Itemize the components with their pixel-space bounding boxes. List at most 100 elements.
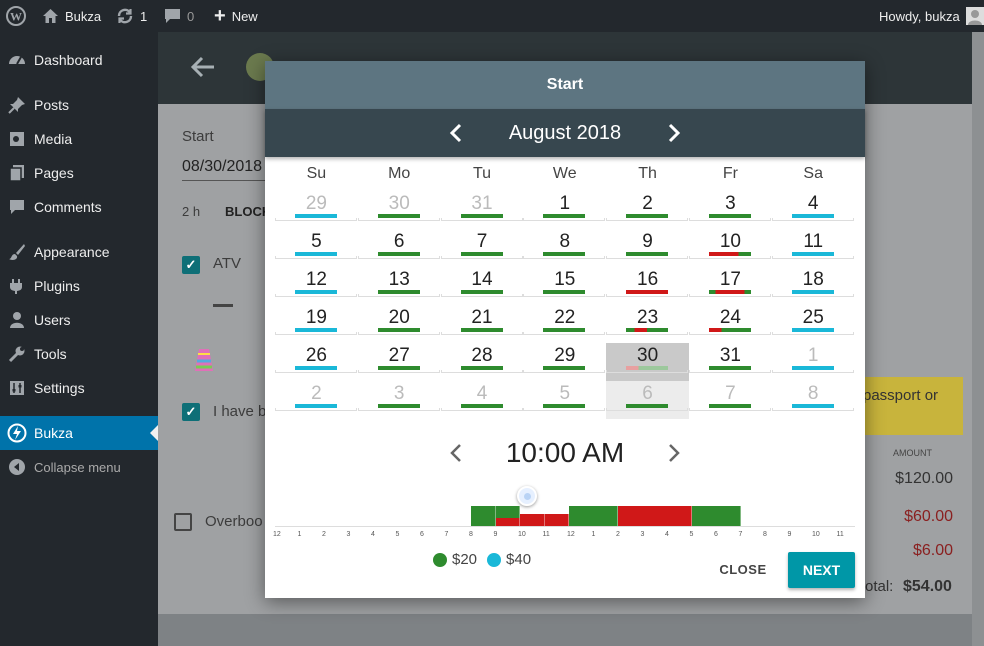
- calendar-day[interactable]: 3: [357, 381, 441, 419]
- calendar-day[interactable]: 22: [523, 305, 606, 343]
- day-track: [689, 332, 771, 335]
- time-next-icon[interactable]: [661, 441, 685, 465]
- time-prev-icon[interactable]: [445, 441, 469, 465]
- calendar-day[interactable]: 29: [275, 191, 358, 229]
- calendar-day[interactable]: 14: [440, 267, 524, 305]
- calendar-day[interactable]: 1: [771, 343, 855, 381]
- calendar-day[interactable]: 2: [275, 381, 358, 419]
- timeline-segment[interactable]: [495, 518, 520, 526]
- availability-bar: [377, 366, 420, 370]
- menu-item-media[interactable]: Media: [0, 122, 158, 156]
- calendar-day[interactable]: 5: [275, 229, 358, 267]
- calendar-day[interactable]: 31: [440, 191, 524, 229]
- calendar-day[interactable]: 31: [689, 343, 772, 381]
- site-name-link[interactable]: Bukza: [42, 0, 101, 32]
- chevron-right-icon[interactable]: [661, 121, 685, 145]
- timeline-segment[interactable]: [569, 506, 618, 526]
- calendar-day[interactable]: 30: [606, 343, 689, 381]
- calendar-day[interactable]: 7: [689, 381, 772, 419]
- time-handle[interactable]: [517, 486, 537, 506]
- menu-item-posts[interactable]: Posts: [0, 88, 158, 122]
- menu-item-settings[interactable]: Settings: [0, 371, 158, 405]
- menu-item-comments[interactable]: Comments: [0, 190, 158, 224]
- menu-label: Appearance: [34, 244, 110, 260]
- availability-timeline[interactable]: 12 1 2 3 4 5 6 7 8 9 10 11 12 1 2 3 4 5 6 7 8 9 10 11: [273, 486, 855, 546]
- menu-item-bukza[interactable]: Bukza: [0, 416, 158, 450]
- calendar-day[interactable]: 18: [771, 267, 855, 305]
- calendar-day[interactable]: 6: [606, 381, 689, 419]
- calendar-day[interactable]: 9: [606, 229, 689, 267]
- close-button[interactable]: CLOSE: [719, 561, 767, 577]
- timeline-segment[interactable]: [691, 506, 741, 526]
- availability-bar: [709, 404, 751, 408]
- day-number: 7: [476, 231, 488, 252]
- calendar-day[interactable]: 3: [689, 191, 772, 229]
- block-button[interactable]: BLOCK: [225, 204, 272, 219]
- calendar-day[interactable]: 26: [275, 343, 358, 381]
- calendar-day[interactable]: 17: [689, 267, 772, 305]
- calendar-day[interactable]: 16: [606, 267, 689, 305]
- calendar-day[interactable]: 20: [357, 305, 441, 343]
- calendar-day[interactable]: 10: [689, 229, 772, 267]
- menu-item-tools[interactable]: Tools: [0, 337, 158, 371]
- weekday-header: Mo: [388, 165, 411, 182]
- calendar-day[interactable]: 15: [523, 267, 606, 305]
- calendar-day[interactable]: 27: [357, 343, 441, 381]
- start-date-field[interactable]: 08/30/2018: [182, 158, 263, 175]
- day-track: [771, 256, 854, 259]
- calendar-day[interactable]: 19: [275, 305, 358, 343]
- comments-link[interactable]: 0: [164, 0, 194, 32]
- menu-item-pages[interactable]: Pages: [0, 156, 158, 190]
- menu-item-appearance[interactable]: Appearance: [0, 235, 158, 269]
- calendar-day[interactable]: 8: [523, 229, 606, 267]
- atv-checkbox[interactable]: ✓: [182, 256, 200, 274]
- calendar-day[interactable]: 12: [275, 267, 358, 305]
- cyan-dot-icon: [487, 552, 502, 567]
- back-arrow-icon[interactable]: [188, 52, 218, 82]
- chevron-left-icon[interactable]: [445, 121, 469, 145]
- weekday-header: We: [552, 165, 577, 182]
- calendar-day[interactable]: 8: [771, 381, 855, 419]
- calendar-day[interactable]: 7: [440, 229, 524, 267]
- day-track: [689, 256, 771, 259]
- menu-item-dashboard[interactable]: Dashboard: [0, 43, 158, 77]
- calendar-day[interactable]: 1: [523, 191, 606, 229]
- timeline-segment[interactable]: [520, 514, 545, 526]
- menu-item-plugins[interactable]: Plugins: [0, 269, 158, 303]
- greeting: Howdy, bukza: [879, 8, 960, 24]
- calendar-day[interactable]: 25: [771, 305, 855, 343]
- availability-bar: [626, 290, 669, 294]
- wordpress-logo-icon[interactable]: W: [6, 0, 26, 32]
- agreement-checkbox[interactable]: ✓: [182, 403, 200, 421]
- calendar-day[interactable]: 11: [771, 229, 855, 267]
- calendar-day[interactable]: 23: [606, 305, 689, 343]
- user-avatar-icon: [965, 7, 984, 25]
- collapse-icon: [0, 458, 34, 476]
- calendar-day[interactable]: 4: [771, 191, 855, 229]
- calendar-day[interactable]: 2: [606, 191, 689, 229]
- timeline-segment[interactable]: [618, 506, 692, 526]
- day-track: [440, 370, 523, 373]
- calendar-day[interactable]: 13: [357, 267, 441, 305]
- calendar-day[interactable]: 29: [523, 343, 606, 381]
- quantity-minus-icon[interactable]: [213, 304, 233, 307]
- account-menu[interactable]: Howdy, bukza: [879, 0, 984, 32]
- calendar-day[interactable]: 24: [689, 305, 772, 343]
- menu-item-users[interactable]: Users: [0, 303, 158, 337]
- next-button[interactable]: NEXT: [788, 552, 855, 588]
- calendar-day[interactable]: 6: [357, 229, 441, 267]
- updates-link[interactable]: 1: [116, 0, 147, 32]
- menu-label: Dashboard: [34, 52, 103, 68]
- calendar-day[interactable]: 5: [523, 381, 606, 419]
- timeline-segment[interactable]: [544, 514, 569, 526]
- overbook-checkbox[interactable]: [174, 513, 192, 531]
- calendar-day[interactable]: 4: [440, 381, 524, 419]
- calendar-day[interactable]: 30: [357, 191, 441, 229]
- calendar-day[interactable]: 21: [440, 305, 524, 343]
- collapse-menu-button[interactable]: Collapse menu: [0, 450, 158, 484]
- comment-icon: [0, 198, 34, 216]
- calendar-day[interactable]: 28: [440, 343, 524, 381]
- timeline-segment[interactable]: [471, 506, 496, 526]
- day-track: [523, 218, 606, 221]
- new-content-link[interactable]: + New: [214, 0, 258, 32]
